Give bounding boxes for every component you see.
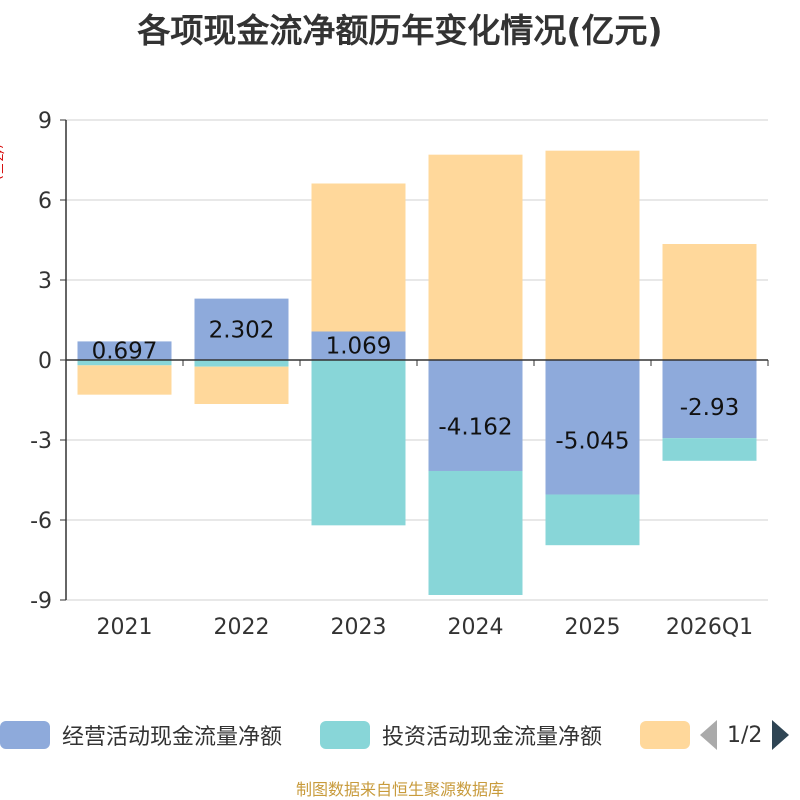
bar-investing-2021 — [77, 360, 172, 366]
bar-financing-2021 — [77, 365, 172, 395]
legend-prev-page-icon[interactable] — [700, 720, 717, 750]
bar-investing-2026Q1 — [662, 438, 757, 461]
bar-operating-2026Q1 — [662, 360, 757, 439]
x-tick-label-2024: 2024 — [448, 615, 504, 640]
y-tick-label: 9 — [38, 109, 52, 134]
data-label-2025: -5.045 — [555, 429, 629, 455]
y-tick-label: -6 — [30, 509, 52, 534]
data-label-2023: 1.069 — [326, 334, 392, 360]
bar-investing-2025 — [545, 494, 640, 546]
legend-swatch-operating — [0, 721, 50, 749]
legend-label-investing: 投资活动现金流量净额 — [382, 725, 603, 750]
data-label-2022: 2.302 — [209, 317, 275, 343]
bar-operating-2025 — [545, 360, 640, 495]
y-tick-label: -9 — [30, 589, 52, 614]
data-label-2024: -4.162 — [438, 415, 512, 441]
bar-investing-2022 — [194, 360, 289, 367]
y-tick-label: -3 — [30, 429, 52, 454]
y-tick-label: 0 — [38, 349, 52, 374]
x-tick-label-2026Q1: 2026Q1 — [666, 615, 753, 640]
legend-swatch-investing — [320, 721, 370, 749]
data-label-2026Q1: -2.93 — [680, 395, 740, 421]
x-tick-label-2021: 2021 — [97, 615, 153, 640]
bar-financing-2022 — [194, 366, 289, 404]
bar-operating-2022 — [194, 298, 289, 360]
chart-title: 各项现金流净额历年变化情况(亿元) — [137, 11, 663, 50]
legend-swatch-financing — [640, 721, 690, 749]
bar-financing-2025 — [545, 150, 640, 360]
legend-page-indicator: 1/2 — [727, 722, 763, 748]
x-tick-label-2023: 2023 — [331, 615, 387, 640]
bar-investing-2023 — [311, 360, 406, 526]
legend-item-operating[interactable]: 经营活动现金流量净额 — [0, 714, 282, 756]
legend-pager: 1/2 — [700, 714, 790, 756]
y-tick-label: 3 — [38, 269, 52, 294]
legend-item-investing[interactable]: 投资活动现金流量净额 — [320, 714, 602, 756]
y-tick-label: 6 — [38, 189, 52, 214]
legend: 经营活动现金流量净额 投资活动现金流量净额 1/2 — [0, 714, 800, 756]
bar-financing-2024 — [428, 154, 523, 360]
bar-operating-2021 — [77, 341, 172, 360]
data-label-2021: 0.697 — [92, 339, 158, 365]
data-source-note: 制图数据来自恒生聚源数据库 — [295, 780, 504, 799]
legend-next-page-icon[interactable] — [772, 720, 790, 750]
x-tick-label-2022: 2022 — [214, 615, 270, 640]
legend-label-operating: 经营活动现金流量净额 — [62, 725, 283, 750]
bar-financing-2026Q1 — [662, 244, 757, 360]
bar-investing-2024 — [428, 470, 523, 595]
x-tick-label-2025: 2025 — [565, 615, 621, 640]
bar-chart: -9 -6 -3 0 3 6 9 0.697 2.302 1.069 -4.162 -5.045 -2.… — [30, 109, 769, 640]
bar-operating-2023 — [311, 331, 406, 360]
bar-operating-2024 — [428, 360, 523, 471]
bar-financing-2023 — [311, 183, 406, 332]
legend-item-financing[interactable] — [640, 714, 702, 756]
